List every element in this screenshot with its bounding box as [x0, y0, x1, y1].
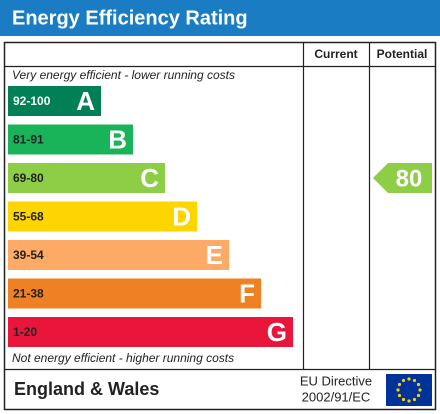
eu-star [407, 399, 411, 403]
eu-star [412, 378, 417, 383]
band-bar [8, 201, 197, 232]
top-note: Very energy efficient - lower running co… [12, 68, 235, 82]
band-letter: F [239, 278, 255, 308]
frame [3, 41, 437, 411]
band-letter: C [140, 163, 159, 193]
potential-arrow [373, 163, 432, 193]
eu-star [397, 382, 402, 387]
directive: 2002/91/EC [302, 389, 371, 404]
column-header: Current [314, 47, 357, 61]
band-letter: D [172, 201, 191, 231]
band-letter: E [206, 240, 223, 270]
band-bar [8, 278, 261, 309]
eu-star [396, 388, 400, 392]
eu-star [418, 388, 422, 392]
band-range: 39-54 [13, 248, 44, 262]
directive: EU Directive [300, 373, 372, 388]
eu-star [416, 393, 421, 398]
band-range: 81-91 [13, 133, 44, 147]
band-letter: B [108, 124, 127, 154]
band-letter: G [267, 317, 287, 347]
title-bar [0, 0, 440, 36]
eu-star [416, 382, 421, 387]
band-bar [8, 124, 133, 155]
band-range: 92-100 [13, 94, 51, 108]
eu-star [412, 397, 417, 402]
eu-star [401, 397, 406, 402]
band-range: 55-68 [13, 210, 44, 224]
band-bar [8, 240, 229, 270]
column-header: Potential [377, 47, 428, 61]
region: England & Wales [14, 379, 159, 399]
band-bar [8, 86, 101, 116]
eu-star [397, 393, 402, 398]
band-bar [8, 163, 165, 193]
band-range: 1-20 [13, 325, 37, 339]
band-range: 69-80 [13, 171, 44, 185]
band-range: 21-38 [13, 287, 44, 301]
eu-star [401, 378, 406, 383]
eu-star [407, 377, 411, 381]
title: Energy Efficiency Rating [12, 7, 248, 29]
band-letter: A [76, 86, 95, 116]
band-bar [8, 317, 293, 347]
potential-value: 80 [396, 165, 423, 192]
bottom-note: Not energy efficient - higher running co… [12, 351, 234, 365]
